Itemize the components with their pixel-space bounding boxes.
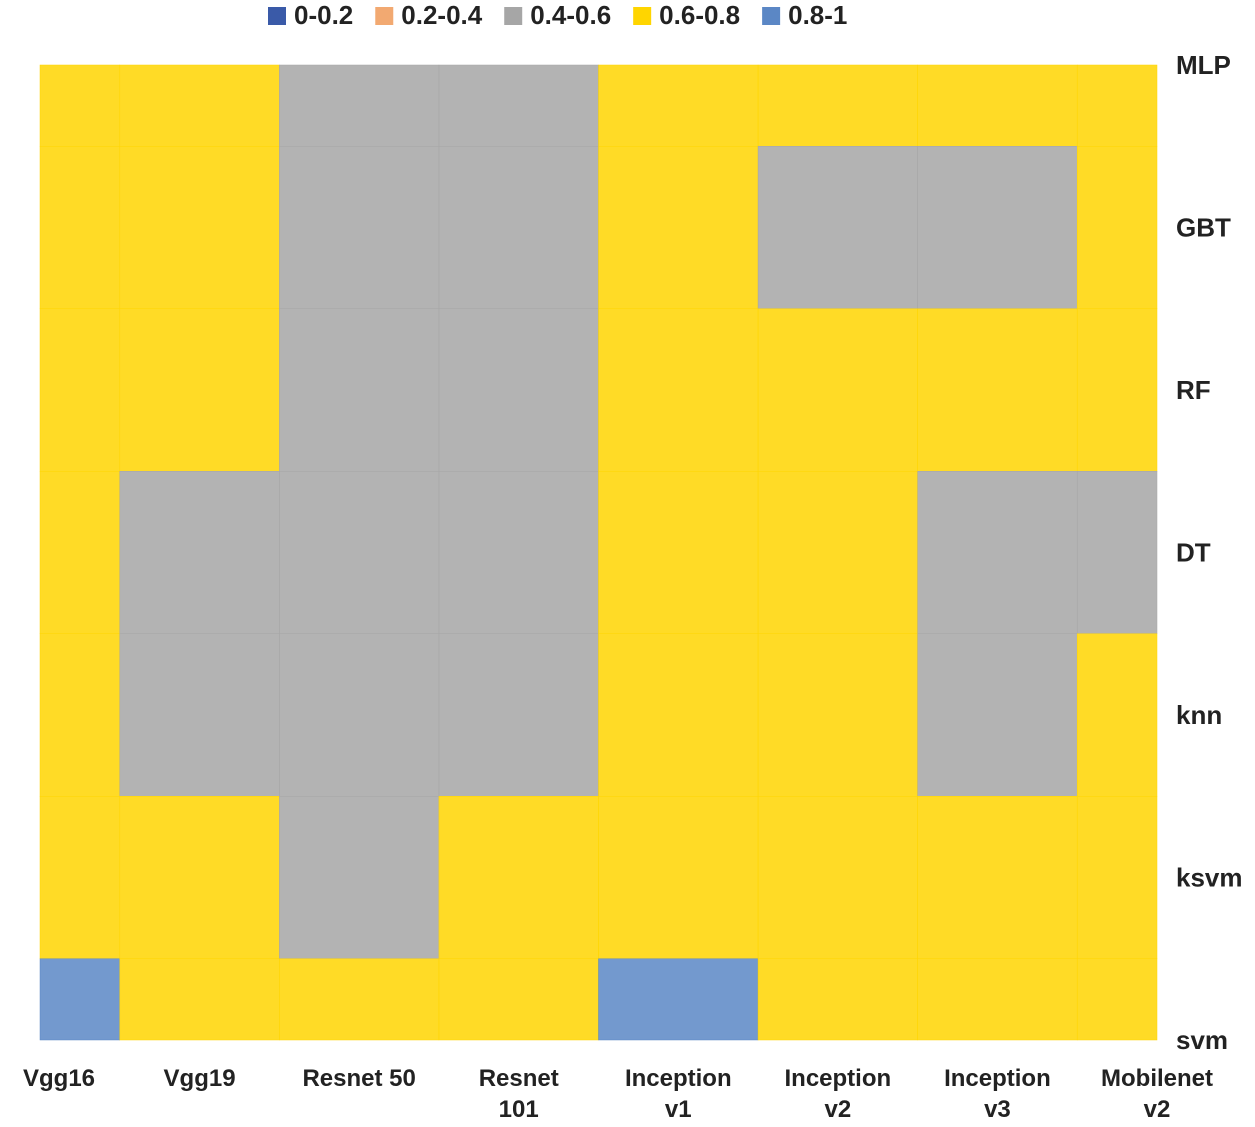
surface-cell	[1076, 308, 1158, 472]
surface-cell	[917, 958, 1078, 1041]
surface-cell	[598, 471, 759, 634]
x-tick-label: Inception v2	[784, 1065, 892, 1123]
surface-cell	[39, 308, 121, 472]
surface-cell	[279, 633, 440, 797]
legend-swatch	[762, 7, 781, 25]
surface-cell	[279, 471, 440, 634]
surface-cell	[917, 146, 1078, 309]
surface-cell	[757, 958, 918, 1041]
surface-cell	[1076, 796, 1158, 959]
legend-label: 0.8-1	[788, 0, 847, 30]
legend-swatch	[375, 7, 394, 25]
surface-cell	[1076, 633, 1158, 797]
surface-cell	[39, 958, 121, 1041]
legend-label: 0.2-0.4	[401, 0, 482, 30]
surface-cell	[39, 796, 121, 959]
surface-cell	[39, 633, 121, 797]
surface-cell	[438, 146, 599, 309]
legend-label: 0.4-0.6	[530, 0, 611, 30]
legend-label: 0.6-0.8	[659, 0, 740, 30]
x-tick-label: Vgg19	[163, 1065, 236, 1092]
x-tick-label: Resnet 50	[302, 1065, 416, 1092]
surface-cell	[598, 958, 759, 1041]
surface-cell	[757, 308, 918, 472]
surface-cell	[598, 633, 759, 797]
surface-cell	[279, 796, 440, 959]
surface-cell	[917, 471, 1078, 634]
surface-cell	[1076, 64, 1158, 147]
surface-cell	[1076, 958, 1158, 1041]
legend-swatch	[268, 7, 286, 25]
surface-cell	[757, 146, 918, 309]
surface-cell	[279, 958, 440, 1041]
surface-cell	[757, 471, 918, 634]
row-label: RF	[1176, 375, 1211, 405]
x-tick-label: Vgg16	[22, 1065, 96, 1092]
surface-cell	[757, 796, 918, 959]
row-label: GBT	[1176, 212, 1231, 242]
surface-cell	[119, 958, 280, 1041]
surface-cell	[438, 471, 599, 634]
surface-cell	[279, 146, 440, 309]
surface-cell	[598, 308, 759, 472]
surface-cell	[119, 471, 280, 634]
surface-cell	[438, 64, 599, 147]
surface-cell	[39, 471, 121, 634]
surface-cell	[917, 633, 1078, 797]
legend-swatch	[504, 7, 523, 25]
surface-cell	[279, 308, 440, 472]
legend-label: 0-0.2	[294, 0, 353, 30]
x-tick-label: Inception v3	[944, 1065, 1051, 1123]
surface-cell	[438, 633, 599, 797]
surface-cell	[119, 633, 280, 797]
surface-cell	[119, 146, 280, 309]
surface-cell	[119, 64, 280, 147]
row-label: DT	[1176, 537, 1211, 567]
surface-cell	[917, 64, 1078, 147]
surface-cell	[1076, 146, 1158, 309]
surface-cell	[119, 308, 280, 472]
surface-cell	[757, 64, 918, 147]
surface-cell	[438, 796, 599, 959]
legend-swatch	[633, 7, 652, 25]
surface-cell	[598, 64, 759, 147]
surface-cell	[598, 146, 759, 309]
row-label: ksvm	[1176, 862, 1243, 892]
surface-cell	[1076, 471, 1158, 634]
surface-cell	[39, 146, 121, 309]
row-label: knn	[1176, 700, 1222, 730]
surface-cell	[119, 796, 280, 959]
surface-cell	[279, 64, 440, 147]
surface-cell	[598, 796, 759, 959]
surface-cell	[39, 64, 121, 147]
surface-cell	[917, 308, 1078, 472]
surface-cell	[757, 633, 918, 797]
x-tick-label: Mobilenet v2	[1101, 1065, 1213, 1123]
surface-cell	[438, 958, 599, 1041]
surface-cell	[438, 308, 599, 472]
surface-cell	[917, 796, 1078, 959]
x-tick-label: Inception v1	[624, 1065, 732, 1123]
x-tick-label: Resnet 101	[478, 1065, 559, 1123]
row-label: svm	[1176, 1025, 1228, 1055]
row-label: MLP	[1176, 50, 1231, 80]
